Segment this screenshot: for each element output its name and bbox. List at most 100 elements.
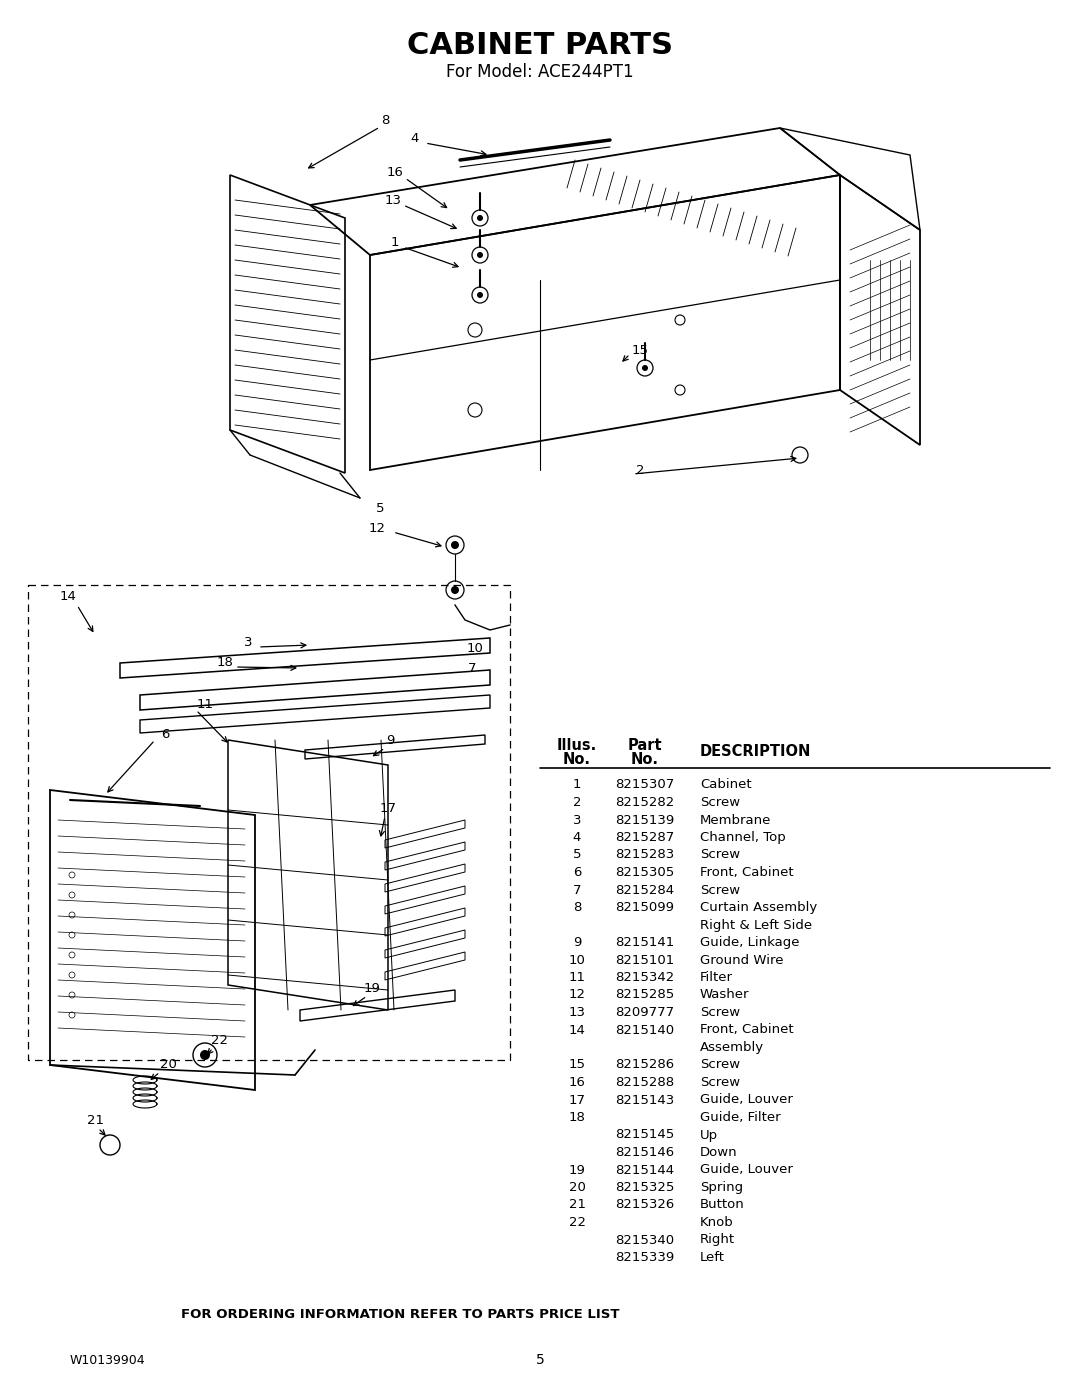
Text: 5: 5 <box>376 502 384 514</box>
Text: 8215342: 8215342 <box>616 971 675 983</box>
Text: Channel, Top: Channel, Top <box>700 831 786 844</box>
Text: 8215284: 8215284 <box>616 883 675 897</box>
Text: For Model: ACE244PT1: For Model: ACE244PT1 <box>446 63 634 81</box>
Text: 11: 11 <box>568 971 585 983</box>
Text: Part: Part <box>627 738 662 753</box>
Text: Washer: Washer <box>700 989 750 1002</box>
Circle shape <box>477 292 483 298</box>
Text: Curtain Assembly: Curtain Assembly <box>700 901 818 914</box>
Text: 8215307: 8215307 <box>616 778 675 792</box>
Text: 10: 10 <box>467 641 484 655</box>
Text: 6: 6 <box>161 728 170 742</box>
Text: 5: 5 <box>536 1354 544 1368</box>
Text: 17: 17 <box>568 1094 585 1106</box>
Text: 11: 11 <box>197 698 214 711</box>
Text: Button: Button <box>700 1199 745 1211</box>
Text: 9: 9 <box>572 936 581 949</box>
Text: 8215286: 8215286 <box>616 1059 675 1071</box>
Text: 3: 3 <box>572 813 581 827</box>
Text: 8215145: 8215145 <box>616 1129 675 1141</box>
Text: 8: 8 <box>381 113 389 127</box>
Text: 8209777: 8209777 <box>616 1006 675 1018</box>
Text: 8215326: 8215326 <box>616 1199 675 1211</box>
Text: Front, Cabinet: Front, Cabinet <box>700 866 794 879</box>
Text: Down: Down <box>700 1146 738 1160</box>
Text: 1: 1 <box>391 236 400 249</box>
Text: 4: 4 <box>410 131 419 144</box>
Text: Illus.: Illus. <box>557 738 597 753</box>
Text: 8215143: 8215143 <box>616 1094 675 1106</box>
Text: 21: 21 <box>568 1199 585 1211</box>
Text: 14: 14 <box>568 1024 585 1037</box>
Text: 1: 1 <box>572 778 581 792</box>
Text: DESCRIPTION: DESCRIPTION <box>700 745 811 760</box>
Text: 3: 3 <box>244 637 253 650</box>
Text: FOR ORDERING INFORMATION REFER TO PARTS PRICE LIST: FOR ORDERING INFORMATION REFER TO PARTS … <box>180 1309 619 1322</box>
Text: Spring: Spring <box>700 1180 743 1194</box>
Text: 8215288: 8215288 <box>616 1076 675 1090</box>
Text: Ground Wire: Ground Wire <box>700 954 783 967</box>
Circle shape <box>642 365 648 372</box>
Text: 9: 9 <box>386 733 394 746</box>
Text: Left: Left <box>700 1250 725 1264</box>
Text: 8215340: 8215340 <box>616 1234 675 1246</box>
Text: Assembly: Assembly <box>700 1041 765 1053</box>
Text: 20: 20 <box>568 1180 585 1194</box>
Text: 15: 15 <box>568 1059 585 1071</box>
Text: 8215099: 8215099 <box>616 901 675 914</box>
Text: Guide, Louver: Guide, Louver <box>700 1094 793 1106</box>
Text: Front, Cabinet: Front, Cabinet <box>700 1024 794 1037</box>
Circle shape <box>200 1051 210 1060</box>
Text: 8215140: 8215140 <box>616 1024 675 1037</box>
Text: Cabinet: Cabinet <box>700 778 752 792</box>
Text: 22: 22 <box>568 1215 585 1229</box>
Text: 19: 19 <box>568 1164 585 1176</box>
Text: 22: 22 <box>212 1034 229 1046</box>
Text: No.: No. <box>563 753 591 767</box>
Circle shape <box>477 215 483 221</box>
Text: 18: 18 <box>568 1111 585 1125</box>
Text: 8215305: 8215305 <box>616 866 675 879</box>
Text: 8215285: 8215285 <box>616 989 675 1002</box>
Text: Membrane: Membrane <box>700 813 771 827</box>
Text: 16: 16 <box>387 166 404 179</box>
Text: Screw: Screw <box>700 1076 740 1090</box>
Text: 2: 2 <box>572 796 581 809</box>
Text: 20: 20 <box>160 1059 176 1071</box>
Text: 19: 19 <box>364 982 380 995</box>
Text: Screw: Screw <box>700 1006 740 1018</box>
Text: Guide, Linkage: Guide, Linkage <box>700 936 799 949</box>
Text: 7: 7 <box>468 662 476 675</box>
Text: 8215141: 8215141 <box>616 936 675 949</box>
Text: No.: No. <box>631 753 659 767</box>
Circle shape <box>451 585 459 594</box>
Text: 21: 21 <box>86 1113 104 1126</box>
Text: 7: 7 <box>572 883 581 897</box>
Text: Right: Right <box>700 1234 735 1246</box>
Text: 12: 12 <box>568 989 585 1002</box>
Text: Screw: Screw <box>700 1059 740 1071</box>
Text: 4: 4 <box>572 831 581 844</box>
Circle shape <box>477 251 483 258</box>
Text: 8215325: 8215325 <box>616 1180 675 1194</box>
Text: 14: 14 <box>59 591 77 604</box>
Text: 16: 16 <box>568 1076 585 1090</box>
Text: 15: 15 <box>632 344 648 356</box>
Text: Guide, Louver: Guide, Louver <box>700 1164 793 1176</box>
Text: 8215282: 8215282 <box>616 796 675 809</box>
Text: 8: 8 <box>572 901 581 914</box>
Text: 8215287: 8215287 <box>616 831 675 844</box>
Text: 8215339: 8215339 <box>616 1250 675 1264</box>
Text: 10: 10 <box>568 954 585 967</box>
Circle shape <box>451 541 459 549</box>
Text: 2: 2 <box>636 464 645 476</box>
Text: Knob: Knob <box>700 1215 733 1229</box>
Text: 13: 13 <box>384 194 402 207</box>
Text: 8215139: 8215139 <box>616 813 675 827</box>
Text: 5: 5 <box>572 848 581 862</box>
Text: Up: Up <box>700 1129 718 1141</box>
Text: 6: 6 <box>572 866 581 879</box>
Text: 8215283: 8215283 <box>616 848 675 862</box>
Text: 8215144: 8215144 <box>616 1164 675 1176</box>
Text: CABINET PARTS: CABINET PARTS <box>407 31 673 60</box>
